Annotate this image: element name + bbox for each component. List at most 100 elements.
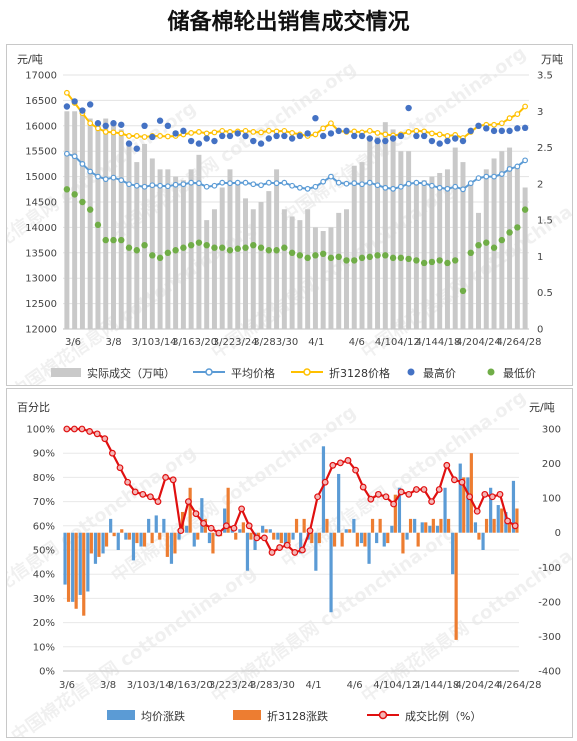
legend-low: 最低价 xyxy=(503,367,536,380)
zhe3128-price-point xyxy=(374,130,381,136)
low-price-point xyxy=(63,186,71,193)
low-price-point xyxy=(195,239,203,246)
avg-price-point xyxy=(133,182,140,189)
legend-actual: 实际成交（万吨） xyxy=(87,366,175,380)
high-price-point xyxy=(514,125,521,132)
volume-bar xyxy=(382,122,388,330)
right-axis-ticks: -400 -300 -200 -100 0 100 200 300 xyxy=(538,425,561,678)
avg-price-point xyxy=(196,180,202,187)
avg-change-bar xyxy=(109,518,113,533)
high-price-point xyxy=(459,137,467,145)
deal-ratio-point xyxy=(375,490,382,498)
left-tick-label: 16000 xyxy=(25,121,57,132)
zhe3128-change-bar xyxy=(340,532,344,547)
low-price-point xyxy=(187,241,195,249)
high-price-point xyxy=(490,127,498,135)
high-price-point xyxy=(405,104,412,112)
deal-ratio-point xyxy=(420,486,428,493)
avg-price-point xyxy=(522,157,529,164)
avg-price-point xyxy=(265,179,272,186)
low-price-point xyxy=(483,239,490,246)
high-price-point xyxy=(156,117,164,124)
high-price-point xyxy=(327,130,335,137)
avg-change-bar xyxy=(489,487,493,533)
avg-price-point xyxy=(219,179,226,186)
zhe3128-change-bar xyxy=(82,532,86,616)
volume-bar xyxy=(343,209,349,329)
right-tick-label: 1 xyxy=(537,252,543,263)
deal-ratio-point xyxy=(413,486,420,493)
low-price-point xyxy=(498,236,506,244)
deal-ratio-point xyxy=(496,490,504,498)
low-price-point xyxy=(436,257,443,264)
volume-bar xyxy=(110,122,116,330)
avg-change-bar xyxy=(435,525,440,533)
deal-ratio-point xyxy=(260,534,268,542)
zhe3128-change-bar xyxy=(279,532,283,544)
high-price-point xyxy=(452,135,459,142)
zhe3128-change-bar xyxy=(226,487,230,533)
volume-bar xyxy=(359,162,365,329)
deal-ratio-point xyxy=(116,464,124,472)
volume-bar xyxy=(367,140,373,329)
avg-price-point xyxy=(335,179,342,186)
low-price-point xyxy=(102,236,109,244)
x-axis-ticks: 3/6 3/8 3/103/143/163/203/223/243/283/30 4/… xyxy=(65,337,542,348)
avg-change-bar xyxy=(71,532,75,602)
high-price-point xyxy=(180,127,187,135)
zhe3128-price-point xyxy=(320,125,327,132)
avg-price-point xyxy=(397,183,404,190)
high-price-point xyxy=(475,122,482,129)
deal-ratio-point xyxy=(70,425,78,433)
low-price-point xyxy=(296,252,304,259)
low-price-point xyxy=(164,249,172,256)
deal-ratio-point xyxy=(139,490,147,498)
avg-price-point xyxy=(188,179,195,186)
legend-marker-ratio xyxy=(378,710,388,720)
zhe3128-change-bar xyxy=(249,532,253,540)
low-price-point xyxy=(389,254,397,262)
avg-change-bar xyxy=(124,532,128,540)
avg-change-bars xyxy=(63,446,516,613)
left-tick-label: 13000 xyxy=(25,274,57,285)
volume-bar xyxy=(328,227,334,329)
avg-change-bar xyxy=(359,532,364,544)
volume-bar xyxy=(289,216,295,329)
high-price-point xyxy=(467,127,474,135)
low-price-point xyxy=(288,249,296,256)
deal-ratio-point xyxy=(222,522,230,530)
high-price-point xyxy=(195,140,203,147)
low-price-point xyxy=(172,247,179,254)
avg-price-point xyxy=(359,181,365,188)
x-tick-label: 3/6 xyxy=(59,680,75,691)
avg-change-bar xyxy=(344,529,348,533)
deal-ratio-point xyxy=(390,500,398,508)
avg-price-point xyxy=(382,184,389,191)
zhe3128-change-bar xyxy=(196,532,200,540)
volume-bar xyxy=(134,162,140,329)
volume-bar xyxy=(281,209,287,329)
x-tick-label: 4/144/18 xyxy=(415,337,460,348)
avg-change-bar xyxy=(177,532,181,540)
zhe3128-price-point xyxy=(203,130,210,137)
deal-ratio-point xyxy=(451,476,458,484)
avg-change-bar xyxy=(496,505,500,533)
x-tick-label: 3/6 xyxy=(65,337,81,348)
deal-ratio-point xyxy=(131,488,139,496)
avg-price-point xyxy=(475,175,482,182)
volume-bar xyxy=(258,202,264,329)
deal-ratio-point xyxy=(473,507,481,515)
avg-price-point xyxy=(296,184,303,191)
low-price-point xyxy=(141,241,148,249)
zhe3128-change-bar xyxy=(386,532,390,544)
high-price-point xyxy=(351,132,358,140)
x-tick-label: 3/163/20 xyxy=(168,680,213,691)
zhe3128-change-bar xyxy=(348,529,352,533)
avg-price-point xyxy=(390,185,396,192)
left-tick-label: 30% xyxy=(33,594,55,605)
volume-bar xyxy=(157,169,163,329)
high-price-point xyxy=(187,137,195,145)
deal-ratio-point xyxy=(458,478,466,486)
low-price-point xyxy=(327,254,335,262)
legend-swatch-zhe-chg xyxy=(233,710,261,720)
